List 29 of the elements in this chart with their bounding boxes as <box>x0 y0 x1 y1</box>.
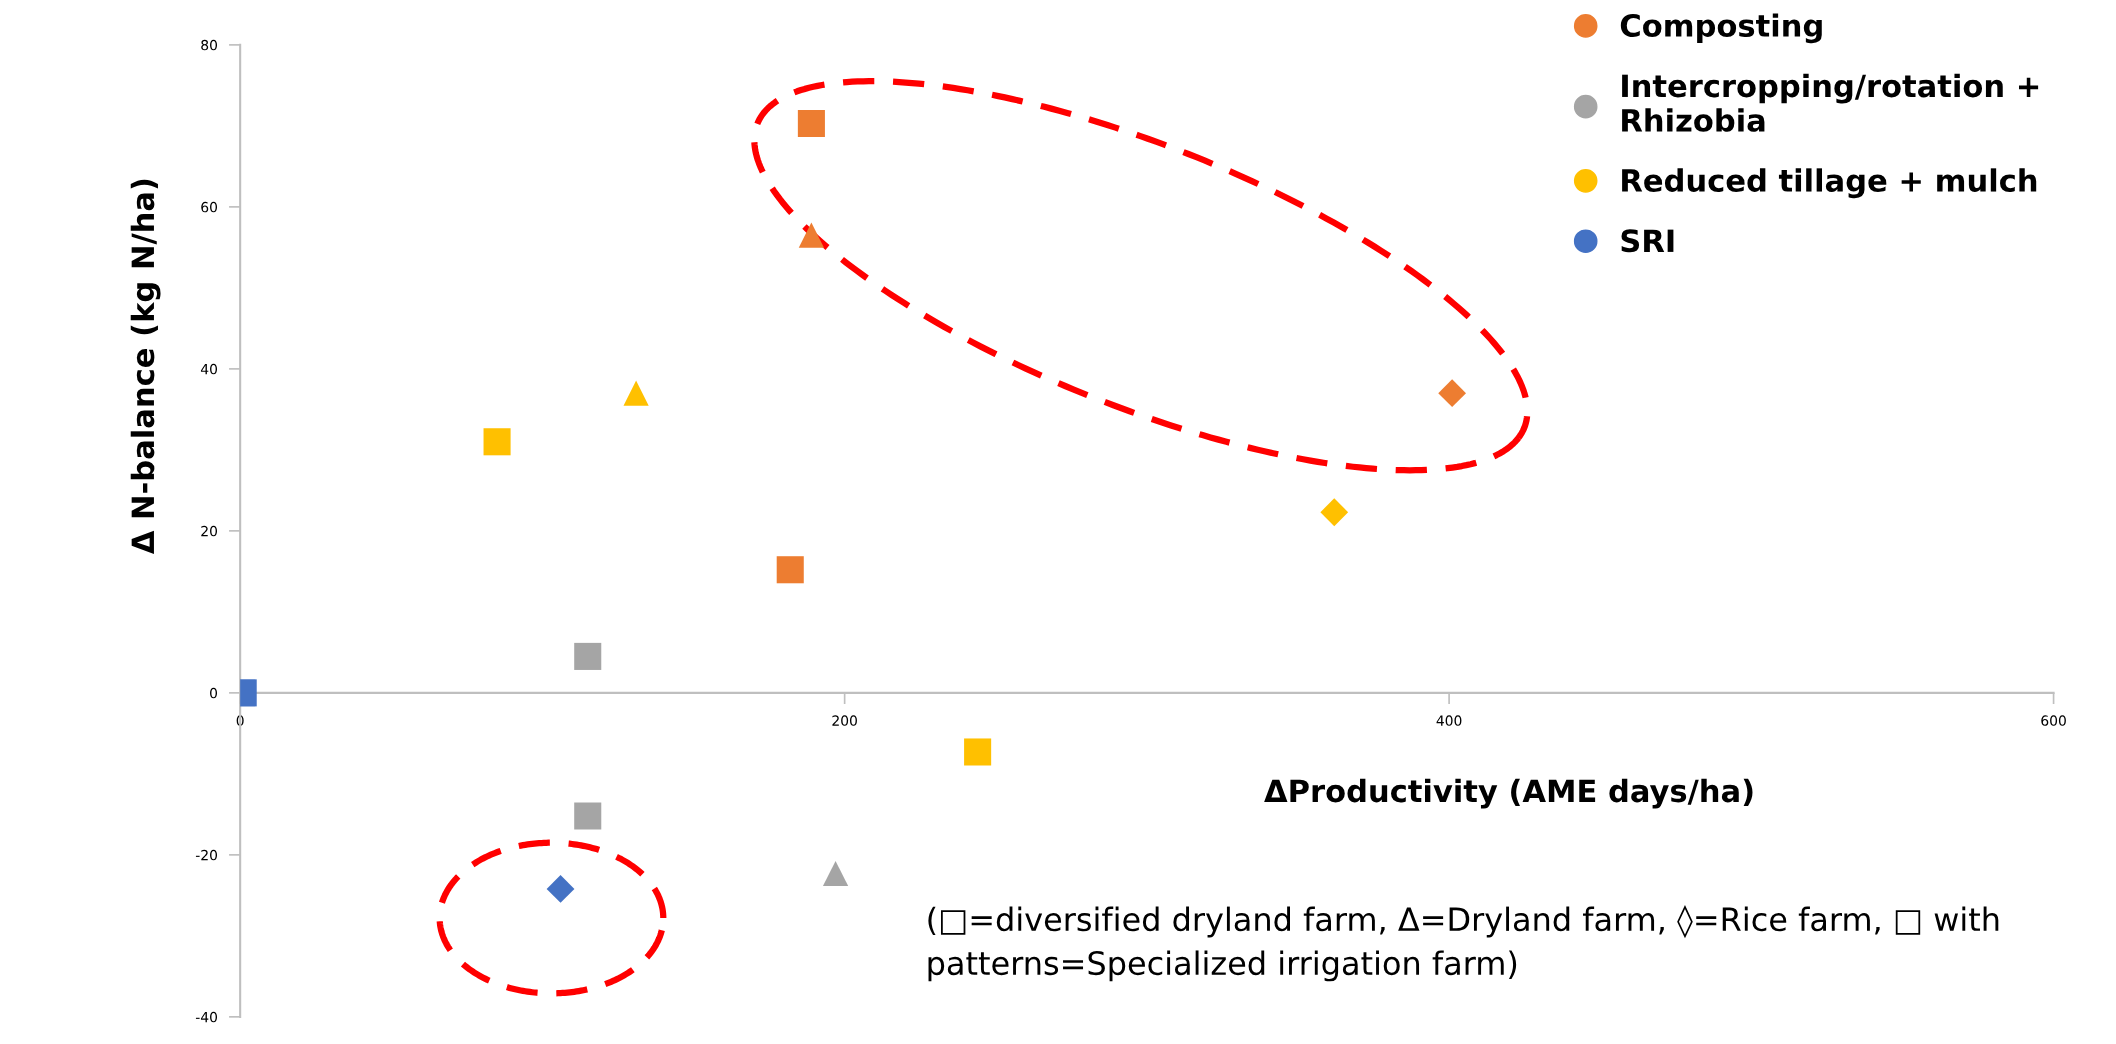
legend-label: Composting <box>1620 13 1822 44</box>
y-tick-label: 40 <box>200 363 218 375</box>
y-tick-label: 20 <box>201 525 218 537</box>
y-tick-label: -20 <box>195 849 218 861</box>
legend-label: SRI <box>1621 229 1674 253</box>
point <box>1438 379 1467 408</box>
point <box>623 380 649 406</box>
x-tick-label: 600 <box>2041 715 2066 726</box>
point <box>574 802 602 830</box>
y-tick-label: 80 <box>201 39 218 51</box>
legend-label: Intercropping/rotation + Rhizobia <box>1622 73 2039 132</box>
y-tick-label: 60 <box>201 201 218 213</box>
point <box>574 642 602 670</box>
x-axis-title: ΔProductivity (AME days/ha) <box>1264 778 1753 809</box>
point <box>776 556 804 584</box>
x-tick-label: 200 <box>832 715 857 726</box>
x-tick-label: 400 <box>1436 715 1462 726</box>
legend-label: Reduced tillage + mulch <box>1622 168 2037 199</box>
point <box>483 428 511 456</box>
y-tick-label: -40 <box>195 1011 218 1023</box>
point <box>822 860 849 887</box>
point <box>797 109 825 137</box>
y-axis-title: Δ N-balance (kg N/ha) <box>130 179 161 555</box>
y-tick-label: 0 <box>210 687 218 699</box>
point <box>546 874 575 903</box>
annotation: (□=diversified dryland farm, Δ=Dryland farm, ◊=Rice farm, □ with patterns=Specialized irrigation farm) <box>928 905 1999 982</box>
point <box>964 738 992 766</box>
point <box>1320 498 1349 527</box>
point <box>798 222 825 248</box>
